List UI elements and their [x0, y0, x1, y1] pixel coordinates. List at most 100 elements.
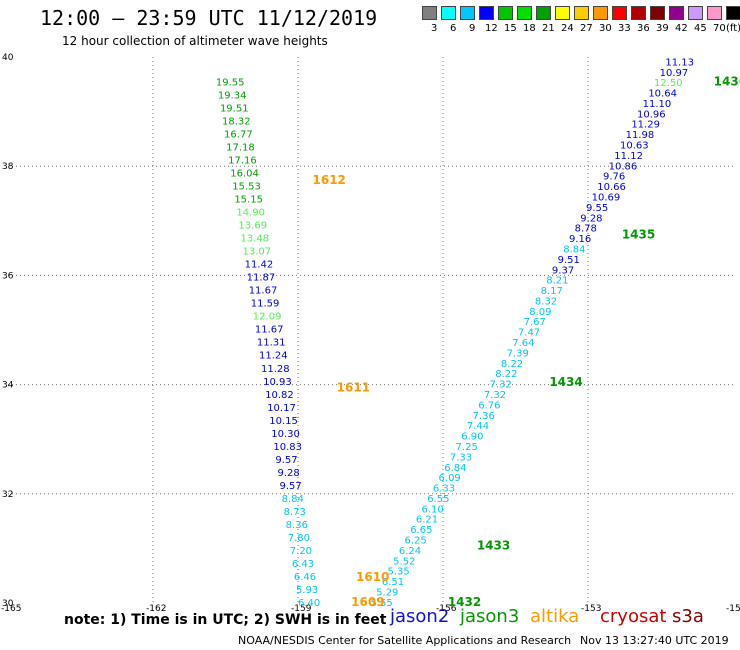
wave-height-value: 9.76 [603, 172, 625, 183]
wave-height-value: 8.78 [575, 224, 597, 235]
wave-height-value: 9.16 [569, 234, 591, 245]
x-tick-label: -153 [581, 604, 601, 614]
wave-height-value: 19.55 [216, 78, 245, 89]
timestamp-text: Nov 13 13:27:40 UTC 2019 [580, 634, 729, 647]
scale-label: 30 [599, 23, 612, 34]
wave-height-value: 11.67 [255, 325, 284, 336]
wave-height-value: 9.51 [558, 255, 580, 266]
time-label: 1434 [549, 375, 582, 389]
time-label: 1433 [477, 539, 510, 553]
wave-height-value: 8.17 [541, 286, 563, 297]
scale-label: 21 [542, 23, 555, 34]
wave-height-value: 11.98 [626, 130, 655, 141]
scale-swatch [498, 6, 513, 20]
wave-height-value: 19.34 [218, 91, 247, 102]
page-title: 12:00 – 23:59 UTC 11/12/2019 [40, 6, 378, 30]
scale-label: 6 [450, 23, 457, 34]
wave-height-value: 15.15 [234, 195, 263, 206]
scale-swatch [707, 6, 722, 20]
wave-height-value: 7.33 [450, 452, 472, 463]
wave-height-value: 10.64 [648, 89, 677, 100]
wave-height-value: 11.67 [249, 286, 278, 297]
wave-height-value: 10.83 [273, 442, 302, 453]
wave-height-value: 8.84 [282, 494, 304, 505]
scale-label: 12 [485, 23, 498, 34]
legend-cryosat: cryosat [600, 606, 667, 627]
time-label: 1612 [313, 173, 346, 187]
wave-height-value: 10.82 [265, 390, 294, 401]
wave-height-value: 11.28 [261, 364, 290, 375]
wave-height-value: 10.17 [267, 403, 296, 414]
wave-height-value: 17.16 [228, 156, 257, 167]
wave-height-value: 11.24 [259, 351, 288, 362]
wave-height-value: 6.33 [433, 484, 455, 495]
wave-height-value: 5.93 [296, 585, 318, 596]
wave-height-value: 12.09 [253, 312, 282, 323]
x-tick-label: -159 [291, 604, 312, 614]
scale-label: 45 [694, 23, 707, 34]
time-label: 1609 [351, 595, 384, 609]
time-label: 1432 [448, 595, 481, 609]
wave-height-value: 7.80 [288, 533, 310, 544]
credit-text: NOAA/NESDIS Center for Satellite Applica… [238, 634, 572, 647]
wave-height-value: 6.25 [405, 536, 427, 547]
wave-height-value: 12.50 [654, 78, 683, 89]
scale-swatch [631, 6, 646, 20]
wave-height-value: 6.43 [292, 559, 314, 570]
wave-height-value: 7.44 [467, 421, 489, 432]
wave-height-value: 8.09 [529, 307, 551, 318]
wave-height-value: 6.40 [298, 598, 320, 609]
wave-height-value: 9.37 [552, 265, 574, 276]
y-tick-label: 40 [2, 53, 14, 63]
wave-height-value: 8.22 [495, 369, 517, 380]
wave-height-value: 8.84 [563, 244, 585, 255]
wave-height-value: 11.29 [631, 120, 660, 131]
wave-height-value: 9.57 [280, 481, 302, 492]
y-tick-label: 30 [2, 599, 14, 609]
time-label: 1610 [356, 570, 389, 584]
wave-height-value: 5.55 [371, 598, 393, 609]
wave-height-value: 6.51 [382, 577, 404, 588]
wave-height-value: 16.77 [224, 130, 253, 141]
wave-height-value: 19.51 [220, 104, 249, 115]
wave-height-value: 11.31 [257, 338, 286, 349]
wave-height-value: 5.35 [388, 567, 410, 578]
time-label: 1436 [714, 75, 740, 89]
legend-altika: altika [530, 606, 580, 627]
wave-height-value: 6.65 [410, 525, 432, 536]
wave-height-value: 15.53 [232, 182, 261, 193]
scale-swatch [612, 6, 627, 20]
wave-height-value: 9.55 [586, 203, 608, 214]
wave-height-value: 13.48 [240, 234, 269, 245]
legend-s3a: s3a [672, 606, 704, 627]
wave-height-value: 7.32 [484, 390, 506, 401]
wave-height-value: 10.96 [637, 109, 666, 120]
scale-swatch [650, 6, 665, 20]
wave-height-value: 7.39 [507, 348, 529, 359]
wave-height-value: 7.36 [473, 411, 495, 422]
wave-height-value: 7.47 [518, 328, 540, 339]
wave-height-value: 6.84 [444, 463, 466, 474]
scale-swatch [669, 6, 684, 20]
wave-height-value: 10.63 [620, 141, 649, 152]
scale-swatch [555, 6, 570, 20]
scale-label: 3 [431, 23, 438, 34]
scale-swatch [688, 6, 703, 20]
wave-height-value: 11.10 [643, 99, 672, 110]
wave-height-value: 11.42 [245, 260, 274, 271]
wave-height-value: 11.59 [251, 299, 280, 310]
scale-swatch [574, 6, 589, 20]
wave-height-value: 7.64 [512, 338, 534, 349]
scale-swatch [460, 6, 475, 20]
wave-height-value: 7.67 [524, 317, 546, 328]
wave-height-value: 10.69 [592, 193, 621, 204]
scale-swatch [422, 6, 437, 20]
time-label: 1435 [622, 227, 655, 241]
wave-height-value: 7.20 [290, 546, 312, 557]
y-tick-label: 38 [2, 162, 14, 172]
wave-height-value: 8.32 [535, 296, 557, 307]
wave-height-value: 11.12 [614, 151, 643, 162]
scale-label: (ft) [726, 23, 740, 34]
wave-height-value: 11.87 [247, 273, 276, 284]
wave-height-value: 8.21 [546, 276, 568, 287]
